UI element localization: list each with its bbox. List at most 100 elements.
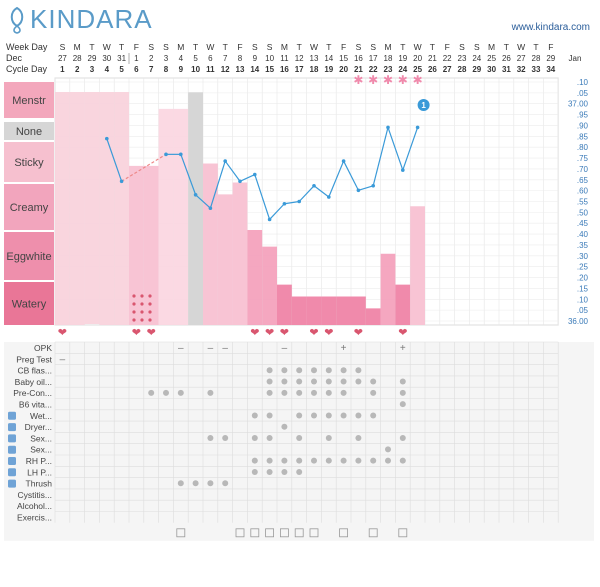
log-dot <box>178 480 184 486</box>
temp-point <box>194 193 198 197</box>
y-tick-label: .90 <box>577 121 589 130</box>
y-tick-label: .65 <box>577 176 589 185</box>
fluid-bar <box>99 92 114 325</box>
log-dot <box>281 367 287 373</box>
fluid-bar <box>55 92 70 325</box>
date-cell: 25 <box>487 54 496 63</box>
spotting-dot <box>140 302 143 305</box>
week-day-cell: W <box>310 42 318 52</box>
log-dot <box>311 379 317 385</box>
date-cell: 19 <box>398 54 407 63</box>
spotting-dot <box>132 310 135 313</box>
fluid-bar <box>233 183 248 326</box>
log-dot <box>252 458 258 464</box>
fluid-label-sticky: Sticky <box>14 157 44 169</box>
date-cell: 1 <box>134 54 139 63</box>
date-cell: 13 <box>310 54 319 63</box>
log-dot <box>267 390 273 396</box>
cycle-day-label: Cycle Day <box>6 64 48 74</box>
date-cell: 16 <box>354 54 363 63</box>
date-cell: 26 <box>502 54 511 63</box>
y-tick-label: .50 <box>577 208 589 217</box>
temp-point <box>342 159 346 163</box>
week-day-cell: W <box>517 42 525 52</box>
log-dot <box>281 469 287 475</box>
date-cell: 12 <box>295 54 304 63</box>
log-dot <box>370 458 376 464</box>
week-day-cell: S <box>370 42 376 52</box>
y-tick-label: .85 <box>577 132 589 141</box>
date-cell: 11 <box>280 54 289 63</box>
week-day-cell: T <box>533 42 538 52</box>
y-tick-label: .35 <box>577 241 589 250</box>
y-tick-label: .25 <box>577 263 589 272</box>
log-row-label: Preg Test <box>16 354 52 364</box>
spotting-dot <box>132 318 135 321</box>
log-dot <box>355 458 361 464</box>
fluid-label-watery: Watery <box>12 299 47 311</box>
cycle-day-cell: 4 <box>105 65 110 74</box>
week-day-cell: T <box>326 42 331 52</box>
y-tick-label: .05 <box>577 89 589 98</box>
up-arrow-icon <box>8 446 16 454</box>
spotting-dot <box>148 302 151 305</box>
temp-point <box>238 179 242 183</box>
y-tick-label: .45 <box>577 219 589 228</box>
fluid-bar <box>129 166 144 325</box>
fluid-bar <box>70 92 85 325</box>
date-cell: 8 <box>238 54 243 63</box>
week-day-cell: F <box>134 42 139 52</box>
week-day-cell: W <box>414 42 422 52</box>
intercourse-heart: ❤ <box>147 327 156 339</box>
y-tick-label: .95 <box>577 111 589 120</box>
log-dot <box>267 435 273 441</box>
week-day-cell: T <box>504 42 509 52</box>
date-cell: 20 <box>413 54 422 63</box>
log-dot <box>355 412 361 418</box>
log-dot <box>296 469 302 475</box>
week-day-label: Week Day <box>6 42 48 52</box>
date-cell: 14 <box>324 54 333 63</box>
fluid-bar <box>114 92 129 325</box>
week-day-cell: S <box>474 42 480 52</box>
fluid-bar <box>292 297 307 326</box>
date-cell: 24 <box>472 54 481 63</box>
log-dot <box>326 390 332 396</box>
week-day-cell: W <box>103 42 111 52</box>
cycle-day-cell: 7 <box>149 65 154 74</box>
y-tick-label: .05 <box>577 306 589 315</box>
cycle-day-cell: 33 <box>532 65 541 74</box>
spotting-dot <box>132 302 135 305</box>
week-day-cell: T <box>119 42 124 52</box>
log-dot <box>296 390 302 396</box>
log-dot <box>326 379 332 385</box>
date-cell: 15 <box>339 54 348 63</box>
fluid-bar <box>159 109 174 325</box>
cycle-day-cell: 20 <box>339 65 348 74</box>
week-day-cell: T <box>297 42 302 52</box>
fluid-bar <box>307 297 322 326</box>
log-row-label: RH P... <box>26 456 52 466</box>
fluid-bar <box>366 308 381 325</box>
cycle-day-cell: 13 <box>236 65 245 74</box>
log-dot <box>311 390 317 396</box>
log-dot <box>341 379 347 385</box>
date-cell: 29 <box>546 54 555 63</box>
fluid-bar <box>321 297 336 326</box>
temp-point <box>327 195 331 199</box>
y-tick-label: .40 <box>577 230 589 239</box>
log-dot <box>296 367 302 373</box>
log-dot <box>385 446 391 452</box>
y-tick-label: .80 <box>577 143 589 152</box>
temp-point <box>371 184 375 188</box>
log-dot <box>296 458 302 464</box>
date-cell: 21 <box>428 54 437 63</box>
cycle-day-cell: 15 <box>265 65 274 74</box>
marker-badge-label: 1 <box>421 101 426 110</box>
log-dot <box>222 435 228 441</box>
date-cell: 2 <box>149 54 154 63</box>
intercourse-heart: ❤ <box>58 327 67 339</box>
temp-point <box>209 206 213 210</box>
log-dot <box>400 379 406 385</box>
